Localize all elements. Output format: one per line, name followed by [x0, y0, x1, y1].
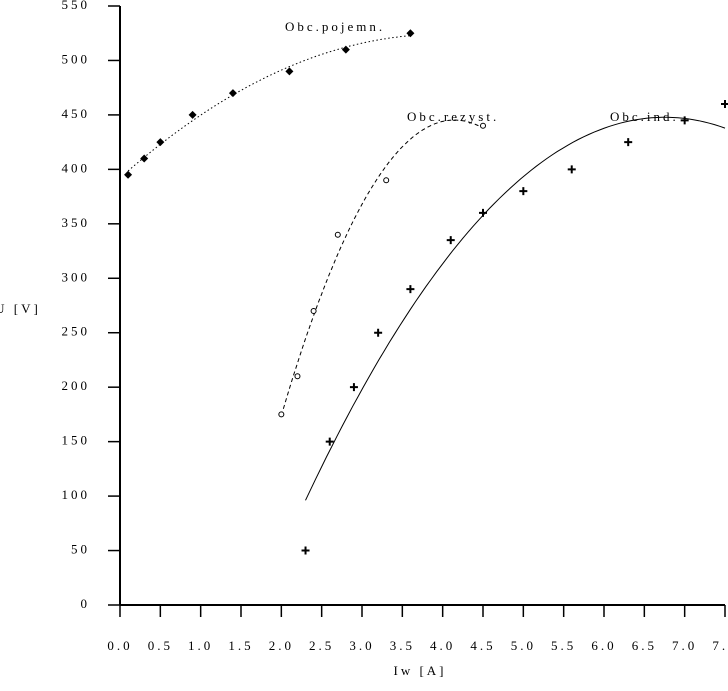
point — [567, 165, 576, 174]
x-axis-label: Iw [A] — [393, 663, 446, 678]
x-tick-label: 6.5 — [632, 638, 657, 653]
point — [374, 328, 383, 337]
x-tick-label: 3.0 — [349, 638, 374, 653]
y-tick-label: 350 — [62, 215, 91, 230]
y-tick-label: 300 — [62, 269, 91, 284]
x-tick-label: 2.0 — [269, 638, 294, 653]
x-tick-label: 3.5 — [390, 638, 415, 653]
y-tick-label: 50 — [71, 542, 90, 557]
point — [721, 100, 728, 109]
x-tick-label: 5.0 — [511, 638, 536, 653]
fit-curve — [280, 119, 484, 416]
y-tick-label: 450 — [62, 106, 91, 121]
x-tick-label: 1.0 — [188, 638, 213, 653]
point — [156, 138, 165, 147]
series-label: Obc.pojemn. — [285, 19, 385, 34]
y-tick-label: 0 — [81, 596, 91, 611]
point — [124, 170, 133, 179]
point — [341, 45, 350, 54]
point — [406, 29, 415, 38]
point — [406, 285, 415, 294]
y-tick-label: 200 — [62, 378, 91, 393]
x-tick-label: 2.5 — [309, 638, 334, 653]
point — [519, 187, 528, 196]
point — [285, 67, 294, 76]
point — [349, 383, 358, 392]
point — [310, 307, 317, 314]
y-tick-label: 500 — [62, 51, 91, 66]
point — [624, 138, 633, 147]
point — [334, 231, 341, 238]
point — [480, 122, 486, 129]
x-tick-label: 0.0 — [107, 638, 132, 653]
point — [294, 373, 301, 380]
point — [680, 116, 689, 125]
fit-curve — [305, 116, 726, 501]
point — [325, 437, 334, 446]
point — [479, 208, 487, 217]
x-tick-label: 5.5 — [551, 638, 576, 653]
x-tick-label: 7.0 — [672, 638, 697, 653]
x-tick-label: 0.5 — [148, 638, 173, 653]
point — [188, 110, 197, 119]
point — [446, 236, 455, 245]
x-tick-label: 6.0 — [591, 638, 616, 653]
point — [383, 177, 390, 184]
x-tick-label: 4.5 — [470, 638, 495, 653]
point — [301, 546, 310, 555]
y-tick-label: 400 — [62, 160, 91, 175]
y-tick-label: 250 — [62, 324, 91, 339]
series-label: Obc.ind. — [610, 109, 679, 124]
y-tick-label: 550 — [62, 0, 91, 12]
x-tick-label: 4.0 — [430, 638, 455, 653]
point — [140, 154, 149, 163]
x-tick-label: 7.5 — [712, 638, 728, 653]
x-tick-label: 1.5 — [228, 638, 253, 653]
y-tick-label: 100 — [62, 487, 91, 502]
y-axis-label: U [V] — [0, 301, 41, 316]
y-tick-label: 150 — [62, 433, 91, 448]
point — [278, 411, 285, 418]
series-label: Obc.rezyst. — [407, 109, 499, 124]
point — [228, 89, 237, 98]
fit-curve — [127, 35, 411, 172]
